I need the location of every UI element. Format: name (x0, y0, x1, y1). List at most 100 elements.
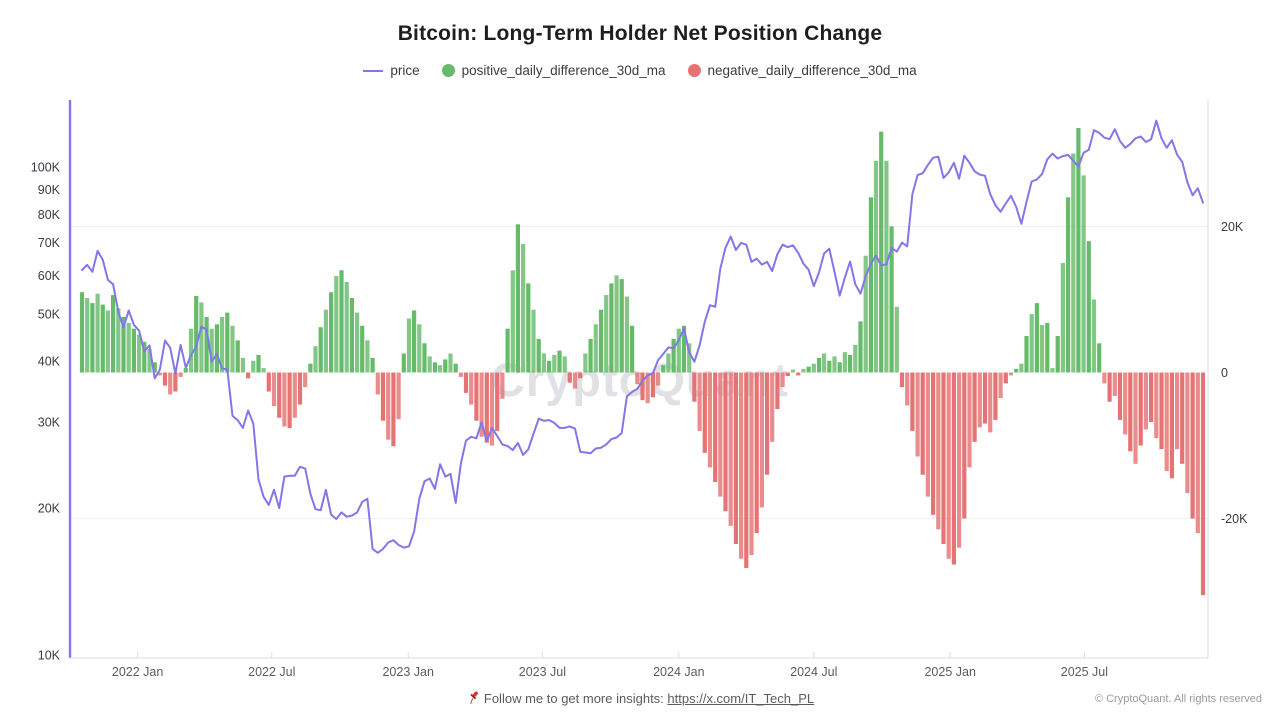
y-axis-label-left: 30K (38, 416, 61, 430)
positive-bar (609, 283, 614, 373)
negative-bar (910, 372, 915, 431)
positive-bar (1081, 175, 1086, 373)
negative-bar (957, 372, 962, 548)
negative-bar (692, 372, 697, 402)
positive-bar (183, 368, 188, 373)
negative-bar (775, 372, 780, 409)
negative-bar (640, 372, 645, 401)
positive-bar (1055, 336, 1060, 373)
negative-bar (380, 372, 386, 421)
y-axis-label-left: 40K (38, 355, 61, 369)
legend: price positive_daily_difference_30d_ma n… (0, 63, 1280, 78)
negative-bar (1102, 372, 1107, 384)
positive-bar (417, 324, 422, 373)
positive-bar (858, 321, 863, 373)
negative-bar (749, 372, 754, 555)
negative-bar (941, 372, 946, 544)
positive-bar (562, 356, 567, 373)
positive-bar (199, 302, 204, 373)
negative-bar (1175, 372, 1180, 450)
positive-bar (412, 310, 417, 373)
positive-bar (432, 362, 437, 373)
negative-bar (1200, 372, 1206, 596)
negative-bar (993, 372, 998, 420)
positive-bar (85, 298, 90, 373)
positive-bar (598, 309, 604, 373)
positive-bar (1029, 314, 1034, 373)
negative-bar (1154, 372, 1159, 439)
positive-bar (687, 343, 692, 373)
chart-title: Bitcoin: Long-Term Holder Net Position C… (397, 22, 883, 45)
positive-bar (816, 357, 822, 373)
negative-bar (396, 372, 401, 420)
negative-bar (915, 372, 920, 457)
positive-bar (1045, 322, 1050, 373)
price-line-icon (363, 69, 384, 72)
negative-bar (572, 372, 578, 389)
positive-bar (194, 295, 199, 373)
x-axis-label: 2023 Jan (382, 665, 433, 679)
positive-bar (225, 312, 230, 373)
negative-bar (656, 372, 661, 386)
y-axis-label-right: 20K (1221, 220, 1244, 234)
positive-bar (873, 160, 879, 373)
positive-bar (1091, 299, 1097, 373)
negative-bar (391, 372, 396, 447)
negative-bar (759, 372, 764, 508)
positive-bar (614, 275, 619, 373)
positive-bar (256, 355, 261, 373)
positive-bar (209, 328, 214, 373)
negative-bar (796, 372, 801, 376)
negative-bar (303, 372, 308, 388)
positive-bar (401, 353, 406, 373)
legend-item-price: price (363, 63, 420, 78)
negative-bar (297, 372, 303, 405)
positive-bar (505, 328, 510, 373)
positive-bar (583, 353, 588, 373)
negative-bar (458, 372, 463, 377)
positive-bar (630, 325, 635, 373)
x-axis-label: 2024 Jul (790, 665, 837, 679)
positive-bar (261, 368, 266, 373)
positive-bar (526, 283, 531, 373)
negative-bar (899, 372, 905, 388)
positive-bar (422, 343, 427, 373)
negative-bar (500, 372, 505, 399)
negative-bar (266, 372, 271, 392)
positive-bar (1024, 336, 1029, 373)
negative-bar (1190, 372, 1195, 519)
legend-negative-label: negative_daily_difference_30d_ma (707, 63, 917, 78)
positive-bar (879, 131, 884, 373)
negative-bar (723, 372, 728, 512)
positive-bar (801, 368, 806, 373)
positive-bar (521, 244, 526, 373)
y-axis-label-right: 0 (1221, 366, 1228, 380)
positive-bar (344, 282, 349, 373)
negative-bar (702, 372, 707, 453)
negative-bar (967, 372, 972, 468)
negative-bar (982, 372, 988, 424)
negative-bar (162, 372, 168, 386)
negative-bar (733, 372, 738, 544)
negative-bar (1169, 372, 1174, 479)
positive-bar (427, 356, 432, 373)
negative-bar (168, 372, 173, 395)
positive-bar (842, 352, 847, 373)
footer-link[interactable]: https://x.com/IT_Tech_PL (667, 691, 815, 706)
negative-bar (1123, 372, 1128, 435)
positive-bar (240, 357, 245, 373)
positive-bar (541, 353, 546, 373)
positive-bar (619, 279, 624, 373)
positive-bar (323, 309, 328, 373)
x-axis-label: 2022 Jul (248, 665, 295, 679)
positive-bar (832, 356, 837, 373)
negative-bar (998, 372, 1003, 399)
negative-bar (1008, 372, 1014, 376)
negative-bar (977, 372, 982, 428)
negative-bar (925, 372, 930, 497)
positive-bar (448, 353, 453, 373)
positive-bar (1040, 325, 1045, 373)
positive-bar (1034, 303, 1039, 373)
positive-bar (863, 255, 868, 373)
positive-bar (339, 270, 344, 373)
